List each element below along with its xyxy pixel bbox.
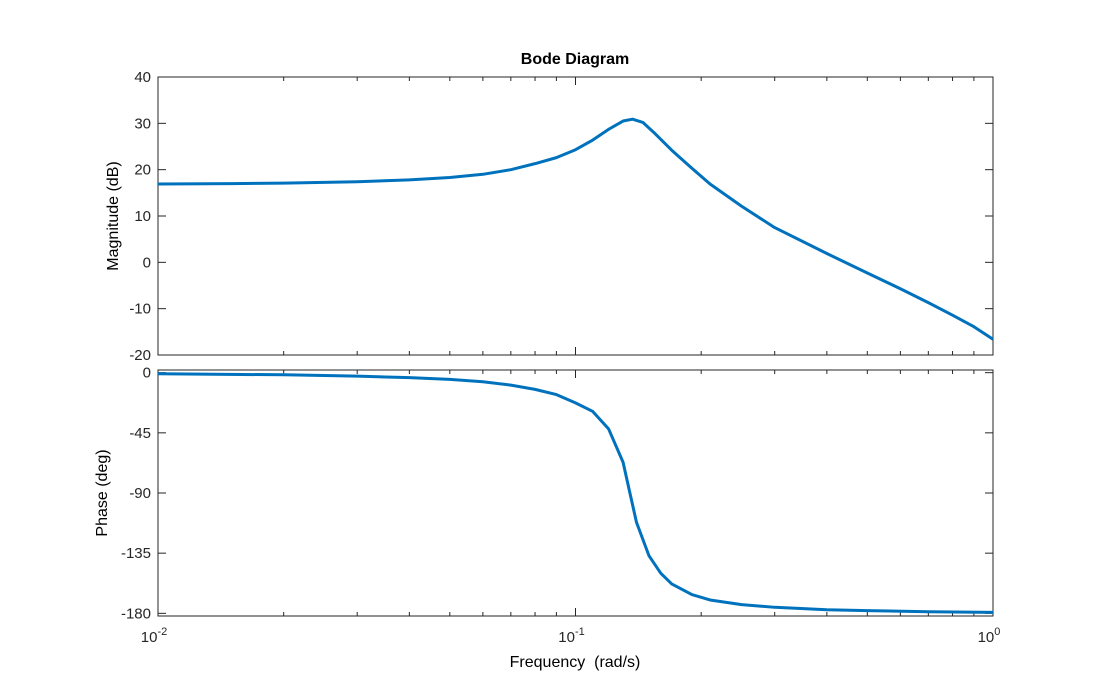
magnitude-ytick-label: 30	[134, 115, 151, 132]
magnitude-ytick-label: 40	[134, 69, 151, 86]
phase-panel: 0 -45 -90 -135 -180 Phase (deg)	[94, 365, 994, 622]
chart-title: Bode Diagram	[521, 51, 629, 68]
magnitude-y-ticks: 40 30 20 10 0 -10 -20	[129, 69, 993, 364]
x-axis-label: Frequency (rad/s)	[510, 654, 641, 671]
magnitude-ytick-label: -10	[129, 301, 151, 318]
magnitude-panel: 40 30 20 10 0 -10 -20 Magnitude (dB)	[105, 69, 994, 364]
phase-ytick-label: -45	[129, 425, 151, 442]
magnitude-series-line	[157, 117, 994, 341]
magnitude-ytick-label: 10	[134, 208, 151, 225]
magnitude-ytick-label: -20	[129, 347, 151, 364]
phase-ytick-label: -135	[121, 545, 151, 562]
magnitude-plot-area	[157, 76, 994, 356]
phase-ytick-label: 0	[143, 365, 151, 382]
phase-ytick-label: -90	[129, 485, 151, 502]
x-tick-labels: 10-2 10-1 100	[141, 626, 1001, 646]
phase-plot-area	[157, 369, 994, 617]
phase-y-axis-label: Phase (deg)	[94, 449, 111, 536]
magnitude-ytick-label: 20	[134, 162, 151, 179]
phase-y-ticks: 0 -45 -90 -135 -180	[121, 365, 993, 622]
phase-series-line	[157, 372, 994, 614]
x-tick-label: 10-1	[558, 626, 584, 646]
phase-ytick-label: -180	[121, 605, 151, 622]
magnitude-y-axis-label: Magnitude (dB)	[105, 161, 122, 270]
magnitude-ytick-label: 0	[143, 254, 151, 271]
x-tick-label: 10-2	[141, 626, 167, 646]
magnitude-x-ticks	[283, 77, 975, 355]
phase-x-ticks	[283, 370, 975, 616]
x-tick-label: 100	[978, 626, 1001, 646]
